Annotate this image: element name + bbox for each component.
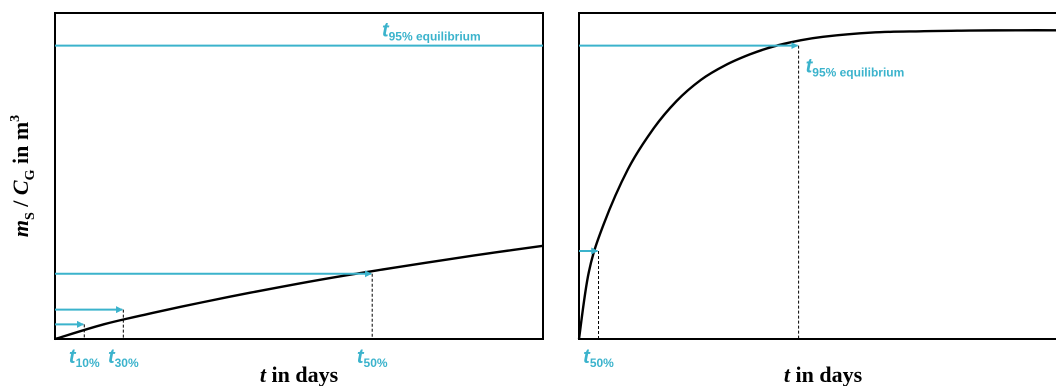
right-ref-50-label-var: t	[583, 346, 591, 368]
left-ref-10-label-sub: 10%	[76, 356, 100, 370]
right-ref-50-label: t50%	[583, 346, 614, 370]
y-label-sup: 3	[8, 115, 23, 122]
left-x-axis-title: t in days	[260, 362, 339, 386]
y-label-sep: /	[8, 195, 33, 212]
right-ref-95equilibrium-label-var: t	[806, 56, 814, 78]
left-ref-95equilibrium-label: t95% equilibrium	[382, 20, 481, 44]
right-ref-95equilibrium-label-sub: 95% equilibrium	[812, 66, 904, 80]
left-ref-95equilibrium-label-var: t	[382, 20, 390, 42]
left-ref-50-label: t50%	[357, 346, 388, 370]
left-ref-95equilibrium-label-sub: 95% equilibrium	[389, 30, 481, 44]
y-label-c: C	[8, 180, 33, 195]
y-label-c-sub: G	[23, 169, 38, 180]
right-x-label-var: t	[784, 362, 791, 386]
left-ref-30-label: t30%	[108, 346, 139, 370]
left-curve	[54, 244, 544, 341]
left-ref-10-label-var: t	[69, 346, 77, 368]
y-label-m-sub: S	[23, 212, 38, 220]
right-x-label-rest: in days	[790, 362, 863, 386]
y-label-rest: in m	[8, 122, 33, 170]
right-plot-frame	[578, 12, 1056, 340]
left-ref-30-label-var: t	[108, 346, 116, 368]
right-x-axis-title: t in days	[784, 362, 863, 386]
right-ref-50-label-sub: 50%	[590, 356, 614, 370]
left-ref-10-label: t10%	[69, 346, 100, 370]
right-curve	[577, 29, 1056, 340]
left-ref-50-label-sub: 50%	[364, 356, 388, 370]
left-x-label-rest: in days	[266, 362, 339, 386]
left-ref-50-label-var: t	[357, 346, 365, 368]
y-label-m: m	[8, 220, 33, 237]
right-ref-95equilibrium-label: t95% equilibrium	[806, 56, 905, 80]
left-x-label-var: t	[260, 362, 267, 386]
y-axis-title: mS / CG in m3	[8, 115, 38, 237]
left-ref-30-label-sub: 30%	[115, 356, 139, 370]
left-plot-frame	[54, 12, 544, 340]
